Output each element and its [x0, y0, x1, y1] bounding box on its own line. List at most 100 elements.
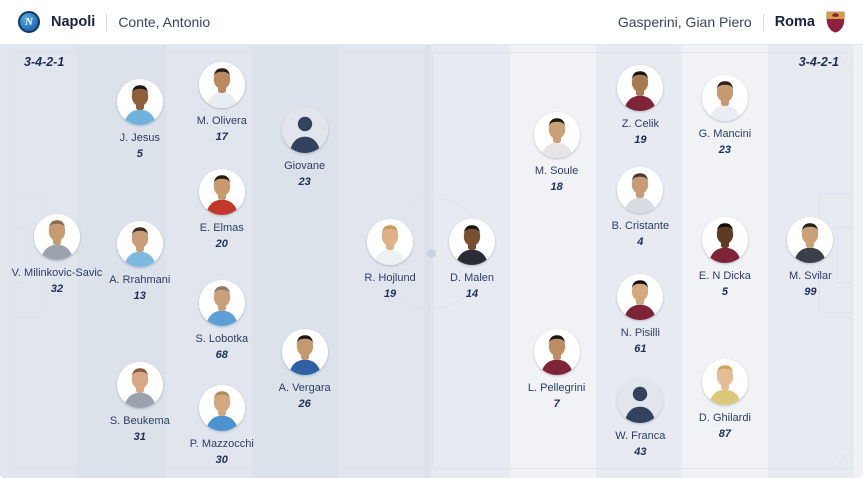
- player-avatar-icon: [116, 361, 163, 408]
- player-avatar-icon: [33, 213, 80, 260]
- player-m-svilar[interactable]: M. Svilar 99: [757, 216, 863, 298]
- player-name: E. Elmas: [199, 221, 244, 234]
- player-name: E. N Dicka: [698, 269, 751, 282]
- header-bar: N Napoli Conte, Antonio Gasperini, Gian …: [0, 0, 863, 45]
- player-avatar-icon: [281, 328, 328, 375]
- player-number: 20: [215, 237, 228, 250]
- player-number: 4: [637, 236, 644, 249]
- player-n-pisilli[interactable]: N. Pisilli 61: [587, 274, 693, 355]
- player-a-vergara[interactable]: A. Vergara 26: [252, 328, 358, 411]
- player-g-mancini[interactable]: G. Mancini 23: [672, 74, 778, 156]
- player-number: 19: [634, 133, 647, 146]
- home-manager-name: Conte, Antonio: [118, 14, 211, 30]
- player-name: A. Vergara: [278, 381, 331, 394]
- player-number: 43: [634, 446, 647, 459]
- player-d-malen[interactable]: D. Malen 14: [419, 219, 525, 300]
- player-avatar-icon: [198, 280, 245, 327]
- player-number: 99: [804, 285, 817, 298]
- player-m-olivera[interactable]: M. Olivera 17: [169, 61, 275, 143]
- player-b-cristante[interactable]: B. Cristante 4: [587, 167, 693, 248]
- player-number: 5: [136, 148, 143, 161]
- player-avatar-icon: [198, 168, 245, 215]
- player-number: 31: [133, 430, 146, 443]
- player-avatar-icon: [701, 358, 748, 405]
- player-number: 23: [718, 143, 732, 156]
- player-number: 32: [50, 282, 64, 295]
- player-name: D. Malen: [450, 272, 495, 284]
- player-number: 17: [215, 130, 228, 143]
- corner-arc: [12, 454, 25, 467]
- player-name: S. Beukema: [109, 414, 170, 427]
- player-avatar-icon: [198, 61, 245, 108]
- goal-area-left: [11, 227, 26, 283]
- player-number: 14: [465, 288, 479, 301]
- player-avatar-icon: [701, 216, 748, 263]
- player-number: 30: [215, 453, 228, 466]
- player-name: G. Mancini: [698, 127, 752, 140]
- player-avatar-icon: [449, 219, 496, 265]
- player-number: 7: [553, 398, 560, 411]
- player-name: M. Olivera: [196, 114, 247, 127]
- player-name: Z. Celik: [621, 117, 659, 130]
- player-e-n-dicka[interactable]: E. N Dicka 5: [672, 216, 778, 298]
- player-m-soule[interactable]: M. Soule 18: [504, 112, 610, 193]
- player-number: 68: [215, 349, 228, 362]
- player-name: P. Mazzocchi: [189, 437, 254, 450]
- player-avatar-icon: [617, 167, 664, 214]
- player-number: 61: [634, 343, 647, 356]
- player-name: R. Hojlund: [364, 272, 416, 284]
- player-name: Giovane: [284, 159, 326, 172]
- player-a-rrahmani[interactable]: A. Rrahmani 13: [87, 221, 193, 302]
- away-formation-label: 3-4-2-1: [798, 55, 839, 69]
- player-name: S. Lobotka: [195, 333, 249, 346]
- player-j-jesus[interactable]: J. Jesus 5: [87, 79, 193, 160]
- player-z-celik[interactable]: Z. Celik 19: [587, 64, 693, 146]
- player-avatar-icon: [198, 384, 245, 431]
- player-avatar-icon: [533, 112, 580, 159]
- player-giovane[interactable]: Giovane 23: [252, 106, 358, 188]
- player-avatar-icon: [617, 377, 664, 424]
- player-name: N. Pisilli: [620, 327, 660, 339]
- pitch: 3-4-2-1 3-4-2-1 V. Milinkovic-Savic 32 J.…: [0, 45, 863, 478]
- player-w-franca[interactable]: W. Franca 43: [587, 377, 693, 458]
- player-avatar-icon: [116, 221, 163, 268]
- player-l-pellegrini[interactable]: L. Pellegrini 7: [504, 328, 610, 411]
- player-avatar-icon: [617, 64, 664, 111]
- player-avatar-icon: [533, 328, 580, 375]
- player-s-beukema[interactable]: S. Beukema 31: [87, 361, 193, 443]
- center-spot: [427, 249, 436, 258]
- player-name: J. Jesus: [119, 132, 160, 145]
- player-v-milinkovic-savic[interactable]: V. Milinkovic-Savic 32: [4, 213, 110, 295]
- player-name: W. Franca: [615, 430, 666, 443]
- player-d-ghilardi[interactable]: D. Ghilardi 87: [672, 358, 778, 440]
- home-team-header[interactable]: N Napoli Conte, Antonio: [18, 11, 210, 33]
- player-s-lobotka[interactable]: S. Lobotka 68: [169, 280, 275, 361]
- home-formation-label: 3-4-2-1: [24, 55, 65, 69]
- player-p-mazzocchi[interactable]: P. Mazzocchi 30: [169, 384, 275, 466]
- player-r-hojlund[interactable]: R. Hojlund 19: [337, 219, 443, 300]
- player-avatar-icon: [281, 106, 328, 153]
- player-e-elmas[interactable]: E. Elmas 20: [169, 168, 275, 250]
- player-avatar-icon: [367, 219, 414, 265]
- player-number: 18: [550, 181, 563, 194]
- player-name: M. Soule: [534, 165, 579, 178]
- header-divider: [762, 13, 764, 31]
- player-number: 87: [718, 427, 732, 440]
- player-number: 13: [133, 290, 146, 303]
- player-number: 26: [298, 398, 311, 411]
- player-name: M. Svilar: [788, 269, 832, 282]
- corner-arc: [838, 454, 851, 467]
- player-name: L. Pellegrini: [527, 381, 586, 394]
- player-avatar-icon: [617, 274, 664, 320]
- roma-badge-icon: [826, 11, 845, 33]
- home-team-name: Napoli: [51, 14, 96, 30]
- player-name: D. Ghilardi: [698, 411, 751, 424]
- player-avatar-icon: [787, 216, 834, 263]
- away-team-header[interactable]: Gasperini, Gian Piero Roma: [618, 11, 845, 33]
- player-name: V. Milinkovic-Savic: [11, 266, 103, 279]
- away-team-name: Roma: [774, 14, 815, 30]
- player-avatar-icon: [701, 74, 748, 121]
- player-name: A. Rrahmani: [109, 274, 171, 287]
- player-number: 5: [721, 285, 728, 298]
